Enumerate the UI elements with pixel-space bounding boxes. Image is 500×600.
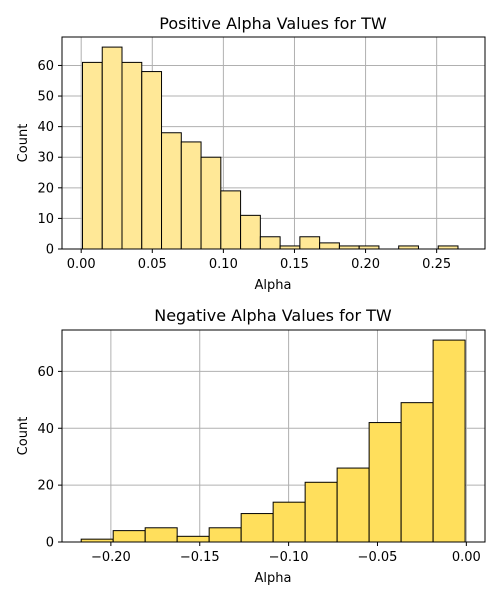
histogram-bar	[200, 156, 222, 250]
histogram-bar	[240, 214, 261, 250]
histogram-bar	[299, 236, 321, 250]
bars	[80, 339, 466, 543]
y-axis-label: Count	[16, 124, 31, 163]
chart-positive-alpha: Positive Alpha Values for TW Alpha Count…	[16, 14, 486, 293]
x-tick-label: 0.00	[452, 550, 481, 565]
histogram-bar	[240, 513, 274, 543]
x-tick-label: −0.15	[180, 550, 220, 565]
histogram-bar	[368, 422, 402, 543]
chart-title: Negative Alpha Values for TW	[154, 306, 392, 325]
histogram-bar	[220, 190, 242, 250]
plot-frame	[61, 329, 486, 543]
x-tick-label: 0.20	[351, 257, 380, 272]
x-tick-label: 0.10	[209, 257, 238, 272]
y-tick-label: 30	[37, 151, 54, 166]
chart-negative-alpha: Negative Alpha Values for TW Alpha Count…	[16, 306, 486, 586]
histogram-bar	[161, 132, 182, 250]
histogram-bar	[259, 236, 281, 250]
histogram-bar	[101, 46, 123, 250]
histogram-bar	[304, 481, 338, 543]
histogram-bar	[272, 501, 306, 543]
x-axis-label: Alpha	[255, 278, 292, 293]
bars	[81, 46, 459, 250]
x-tick-label: −0.10	[269, 550, 309, 565]
histogram-bar	[112, 530, 146, 543]
y-tick-label: 10	[37, 212, 54, 227]
y-tick-label: 40	[37, 120, 54, 135]
ticks: −0.20 −0.15 −0.10 −0.05 0.00 0 20 40 60	[37, 365, 480, 565]
x-tick-label: 0.25	[422, 257, 451, 272]
histogram-bar	[336, 467, 370, 543]
plot-frame	[61, 36, 486, 250]
y-tick-label: 20	[37, 479, 54, 494]
x-tick-label: 0.05	[138, 257, 167, 272]
x-axis-label: Alpha	[255, 571, 292, 586]
y-tick-label: 0	[46, 243, 54, 258]
histogram-bar	[319, 242, 340, 250]
histogram-bar	[141, 71, 163, 250]
y-tick-label: 50	[37, 90, 54, 105]
y-axis-label: Count	[16, 417, 31, 456]
x-tick-label: −0.20	[91, 550, 131, 565]
y-tick-label: 40	[37, 422, 54, 437]
x-tick-label: −0.05	[358, 550, 398, 565]
y-tick-label: 60	[37, 59, 54, 74]
histogram-bar	[208, 527, 242, 543]
x-tick-label: 0.15	[280, 257, 309, 272]
y-tick-label: 20	[37, 181, 54, 196]
histogram-bar	[400, 402, 434, 543]
ticks: 0.00 0.05 0.10 0.15 0.20 0.25 0 10 20 30 40 50 60	[37, 59, 451, 272]
histogram-bar	[144, 527, 178, 543]
histogram-bar	[121, 61, 143, 250]
x-tick-label: 0.00	[67, 257, 96, 272]
histogram-bar	[180, 141, 202, 250]
chart-title: Positive Alpha Values for TW	[159, 14, 387, 33]
y-tick-label: 60	[37, 365, 54, 380]
histogram-bar	[176, 535, 210, 543]
histogram-bar	[432, 339, 466, 543]
y-tick-label: 0	[46, 536, 54, 551]
histogram-bar	[81, 61, 103, 250]
